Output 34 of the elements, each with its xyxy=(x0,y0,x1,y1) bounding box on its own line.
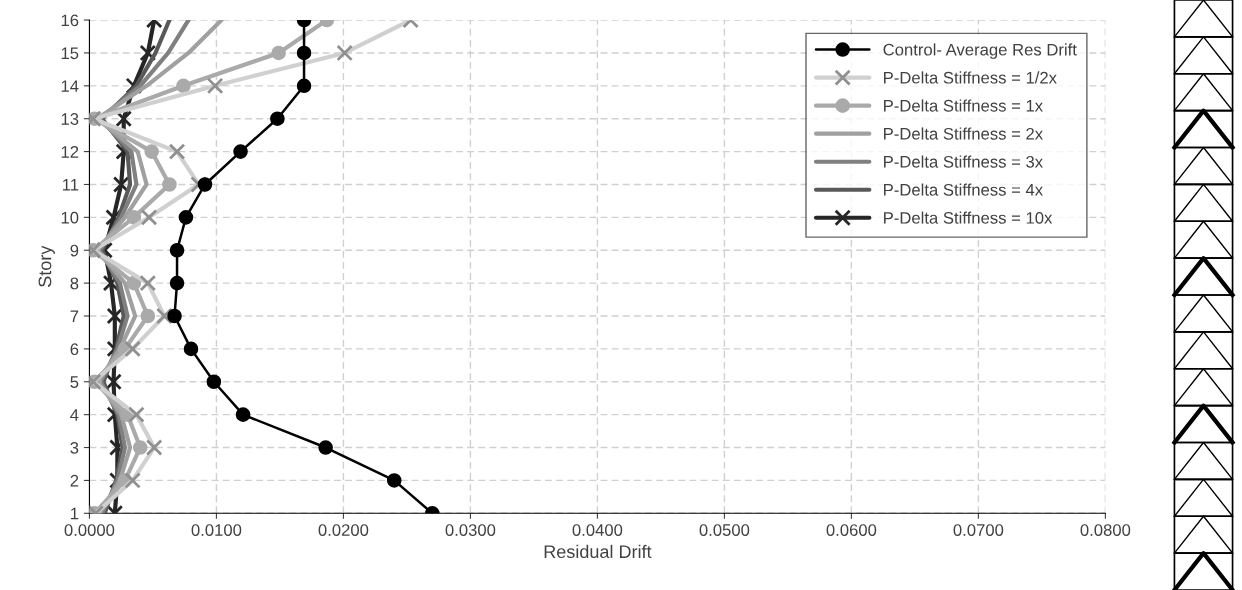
legend-label: Control- Average Res Drift xyxy=(883,43,1077,59)
x-tick-label: 0.0600 xyxy=(826,524,877,536)
x-tick-label: 0.0400 xyxy=(572,524,623,536)
x-axis-title: Residual Drift xyxy=(544,544,652,559)
y-tick-label: 10 xyxy=(61,211,79,224)
legend-label: P-Delta Stiffness = 3x xyxy=(884,155,1043,168)
x-tick-label: 0.0200 xyxy=(318,524,369,536)
y-tick-label: 6 xyxy=(70,343,79,356)
y-tick-label: 5 xyxy=(70,376,79,388)
y-axis-title: Story xyxy=(38,245,55,287)
legend-label: P-Delta Stiffness = 10x xyxy=(884,211,1053,224)
y-tick-label: 1 xyxy=(71,507,79,520)
x-tick-label: 0.0700 xyxy=(953,524,1004,536)
y-tick-label: 4 xyxy=(70,409,79,421)
y-tick-label: 11 xyxy=(62,179,79,191)
x-tick-label: 0.0300 xyxy=(445,524,496,536)
y-tick-label: 8 xyxy=(70,277,79,290)
x-tick-label: 0.0800 xyxy=(1080,524,1131,536)
legend-label: P-Delta Stiffness = 1/2x xyxy=(884,71,1057,84)
y-tick-label: 13 xyxy=(61,113,79,125)
legend-label: P-Delta Stiffness = 1x xyxy=(884,99,1043,112)
y-tick-label: 16 xyxy=(61,14,79,27)
x-tick-label: 0.0500 xyxy=(699,524,750,536)
legend-label: P-Delta Stiffness = 4x xyxy=(884,183,1043,196)
x-tick-label: 0.0000 xyxy=(64,524,115,536)
y-tick-label: 9 xyxy=(70,244,79,257)
y-tick-label: 3 xyxy=(70,441,79,454)
y-tick-label: 12 xyxy=(61,145,79,158)
y-tick-label: 15 xyxy=(61,47,79,60)
y-tick-label: 2 xyxy=(70,474,79,487)
x-tick-label: 0.0100 xyxy=(191,524,242,536)
y-tick-label: 7 xyxy=(70,310,79,323)
legend-label: P-Delta Stiffness = 2x xyxy=(884,127,1043,140)
y-tick-label: 14 xyxy=(61,80,79,92)
